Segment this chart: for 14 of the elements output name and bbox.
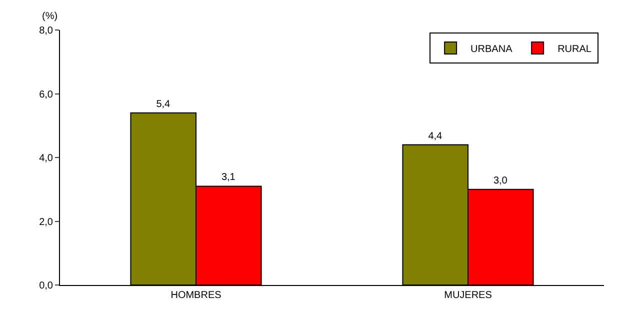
- x-tick-label: HOMBRES: [170, 290, 222, 301]
- data-label: 3,1: [221, 172, 236, 184]
- legend-label: URBANA: [470, 44, 513, 55]
- x-tick-label: MUJERES: [444, 290, 492, 301]
- y-tick-label: 6,0: [39, 89, 54, 100]
- y-tick-label: 0,0: [39, 280, 54, 292]
- y-axis-title: (%): [42, 11, 58, 22]
- y-tick-label: 4,0: [39, 153, 54, 164]
- legend-label: RURAL: [558, 44, 592, 55]
- y-tick-label: 2,0: [39, 216, 54, 228]
- data-label: 5,4: [156, 98, 171, 110]
- data-label: 3,0: [493, 175, 508, 186]
- y-tick-label: 8,0: [39, 26, 54, 36]
- data-label: 4,4: [428, 130, 443, 142]
